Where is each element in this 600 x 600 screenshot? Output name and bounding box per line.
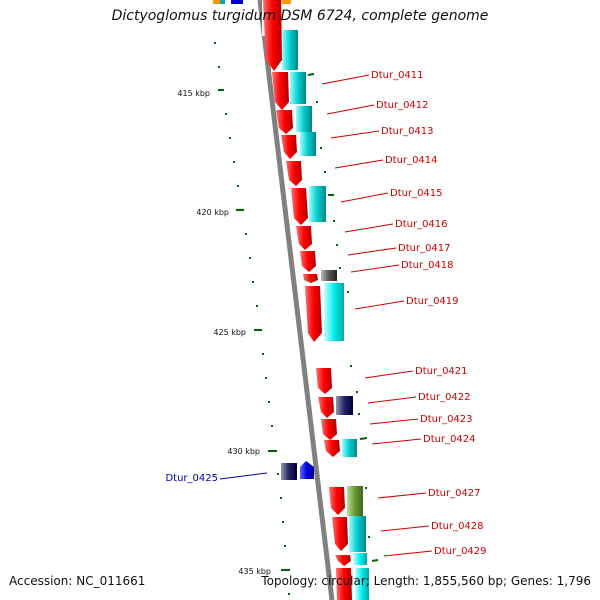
gene-labels: Dtur_0411 Dtur_0412 Dtur_0413 Dtur_0414 … <box>165 70 486 557</box>
reverse-gene-arrow <box>300 461 314 479</box>
gene-arrow <box>300 251 316 272</box>
gene-arrow <box>291 188 308 225</box>
genome-summary: Topology: circular; Length: 1,855,560 bp… <box>261 574 591 588</box>
cds-features <box>282 30 369 600</box>
gene-arrow <box>321 419 337 440</box>
olive-feature <box>347 486 363 516</box>
strand-marks <box>307 73 379 562</box>
gene-arrow <box>336 568 352 600</box>
scale-labels: 415 kbp 420 kbp 425 kbp 430 kbp 435 kbp <box>177 89 271 576</box>
teal-feature <box>220 0 225 4</box>
gene-label[interactable]: Dtur_0422 <box>418 392 471 403</box>
gene-label[interactable]: Dtur_0414 <box>385 155 438 166</box>
gene-label[interactable]: Dtur_0417 <box>398 243 451 254</box>
cds-feature <box>282 30 298 70</box>
gene-arrow <box>303 274 318 283</box>
gene-label[interactable]: Dtur_0416 <box>395 219 448 230</box>
cds-feature <box>324 283 344 341</box>
gene-label[interactable]: Dtur_0412 <box>376 100 429 111</box>
scale-label: 420 kbp <box>196 208 229 217</box>
gene-arrow <box>335 555 351 566</box>
navy-feature <box>281 463 297 480</box>
gene-label[interactable]: Dtur_0423 <box>420 414 473 425</box>
blue-feature <box>231 0 243 4</box>
gene-label[interactable]: Dtur_0419 <box>406 296 459 307</box>
cds-feature <box>309 186 326 222</box>
gene-arrow <box>324 440 340 457</box>
cds-feature <box>353 553 367 565</box>
gene-label[interactable]: Dtur_0428 <box>431 521 484 532</box>
scale-label: 430 kbp <box>227 447 260 456</box>
orange-feature <box>213 0 220 4</box>
scale-label: 425 kbp <box>213 328 246 337</box>
gene-label[interactable]: Dtur_0418 <box>401 260 454 271</box>
gene-label[interactable]: Dtur_0424 <box>423 434 476 445</box>
gene-label[interactable]: Dtur_0427 <box>428 488 481 499</box>
gene-arrow <box>332 517 348 551</box>
cds-feature <box>342 439 357 457</box>
gene-label[interactable]: Dtur_0429 <box>434 546 487 557</box>
gene-arrow <box>263 0 282 71</box>
gene-label[interactable]: Dtur_0413 <box>381 126 434 137</box>
cds-feature <box>349 516 366 552</box>
cds-feature <box>296 106 312 132</box>
gene-arrow <box>296 226 312 250</box>
accession-label: Accession: NC_011661 <box>9 574 146 588</box>
scale-ticks <box>214 42 290 595</box>
orange-feature <box>277 0 291 4</box>
gene-arrow <box>316 368 332 394</box>
navy-feature <box>336 396 353 415</box>
gene-label[interactable]: Dtur_0415 <box>390 188 443 199</box>
gene-arrow <box>305 286 322 342</box>
scale-label: 415 kbp <box>177 89 210 98</box>
gene-arrow <box>286 161 302 186</box>
scale-label: 435 kbp <box>238 567 271 576</box>
label-leaders <box>219 74 433 557</box>
genome-backbone <box>257 0 335 600</box>
gene-label[interactable]: Dtur_0411 <box>371 70 424 81</box>
cds-feature <box>355 568 369 600</box>
gene-arrow <box>329 487 345 515</box>
gene-arrow <box>281 135 297 159</box>
gene-arrow <box>272 72 289 110</box>
cds-feature <box>300 132 316 156</box>
genome-title: Dictyoglomus turgidum DSM 6724, complete… <box>111 8 489 24</box>
cds-feature <box>290 72 306 104</box>
forward-genes <box>263 0 352 600</box>
gene-label[interactable]: Dtur_0425 <box>165 473 218 484</box>
gene-arrow <box>276 110 293 134</box>
gene-arrow <box>318 397 334 418</box>
grey-feature <box>321 270 337 281</box>
gene-label[interactable]: Dtur_0421 <box>415 366 468 377</box>
